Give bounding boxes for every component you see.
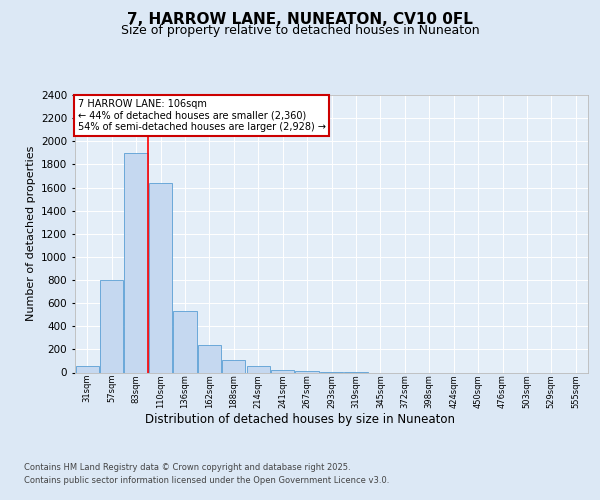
Bar xyxy=(100,280,123,372)
Text: Contains public sector information licensed under the Open Government Licence v3: Contains public sector information licen… xyxy=(24,476,389,485)
Bar xyxy=(149,183,172,372)
Text: Size of property relative to detached houses in Nuneaton: Size of property relative to detached ho… xyxy=(121,24,479,37)
Bar xyxy=(271,370,294,372)
Text: Distribution of detached houses by size in Nuneaton: Distribution of detached houses by size … xyxy=(145,412,455,426)
Bar xyxy=(198,346,221,372)
Bar xyxy=(76,366,99,372)
Text: 7, HARROW LANE, NUNEATON, CV10 0FL: 7, HARROW LANE, NUNEATON, CV10 0FL xyxy=(127,12,473,28)
Bar xyxy=(173,310,197,372)
Text: 7 HARROW LANE: 106sqm
← 44% of detached houses are smaller (2,360)
54% of semi-d: 7 HARROW LANE: 106sqm ← 44% of detached … xyxy=(77,99,326,132)
Text: Contains HM Land Registry data © Crown copyright and database right 2025.: Contains HM Land Registry data © Crown c… xyxy=(24,462,350,471)
Bar xyxy=(124,153,148,372)
Bar xyxy=(222,360,245,372)
Bar xyxy=(247,366,270,372)
Y-axis label: Number of detached properties: Number of detached properties xyxy=(26,146,35,322)
